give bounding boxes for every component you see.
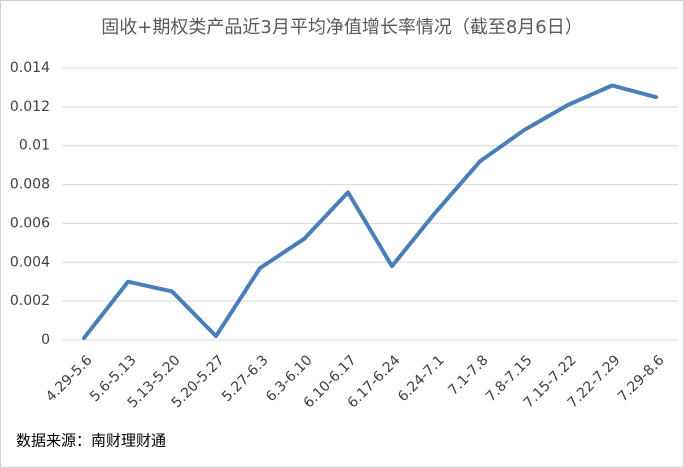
y-tick-label: 0.01 bbox=[19, 138, 50, 154]
source-note: 数据来源：南财理财通 bbox=[16, 432, 166, 450]
y-tick-label: 0.012 bbox=[10, 99, 50, 115]
y-tick-label: 0 bbox=[41, 332, 50, 348]
y-tick-label: 0.006 bbox=[10, 215, 50, 231]
y-tick-label: 0.002 bbox=[10, 293, 50, 309]
chart-title: 固收+期权类产品近3月平均净值增长率情况（截至8月6日） bbox=[101, 17, 582, 38]
data-line bbox=[82, 83, 658, 341]
y-tick-label: 0.014 bbox=[10, 60, 50, 76]
y-tick-label: 0.008 bbox=[10, 177, 50, 193]
y-tick-label: 0.004 bbox=[10, 254, 50, 270]
